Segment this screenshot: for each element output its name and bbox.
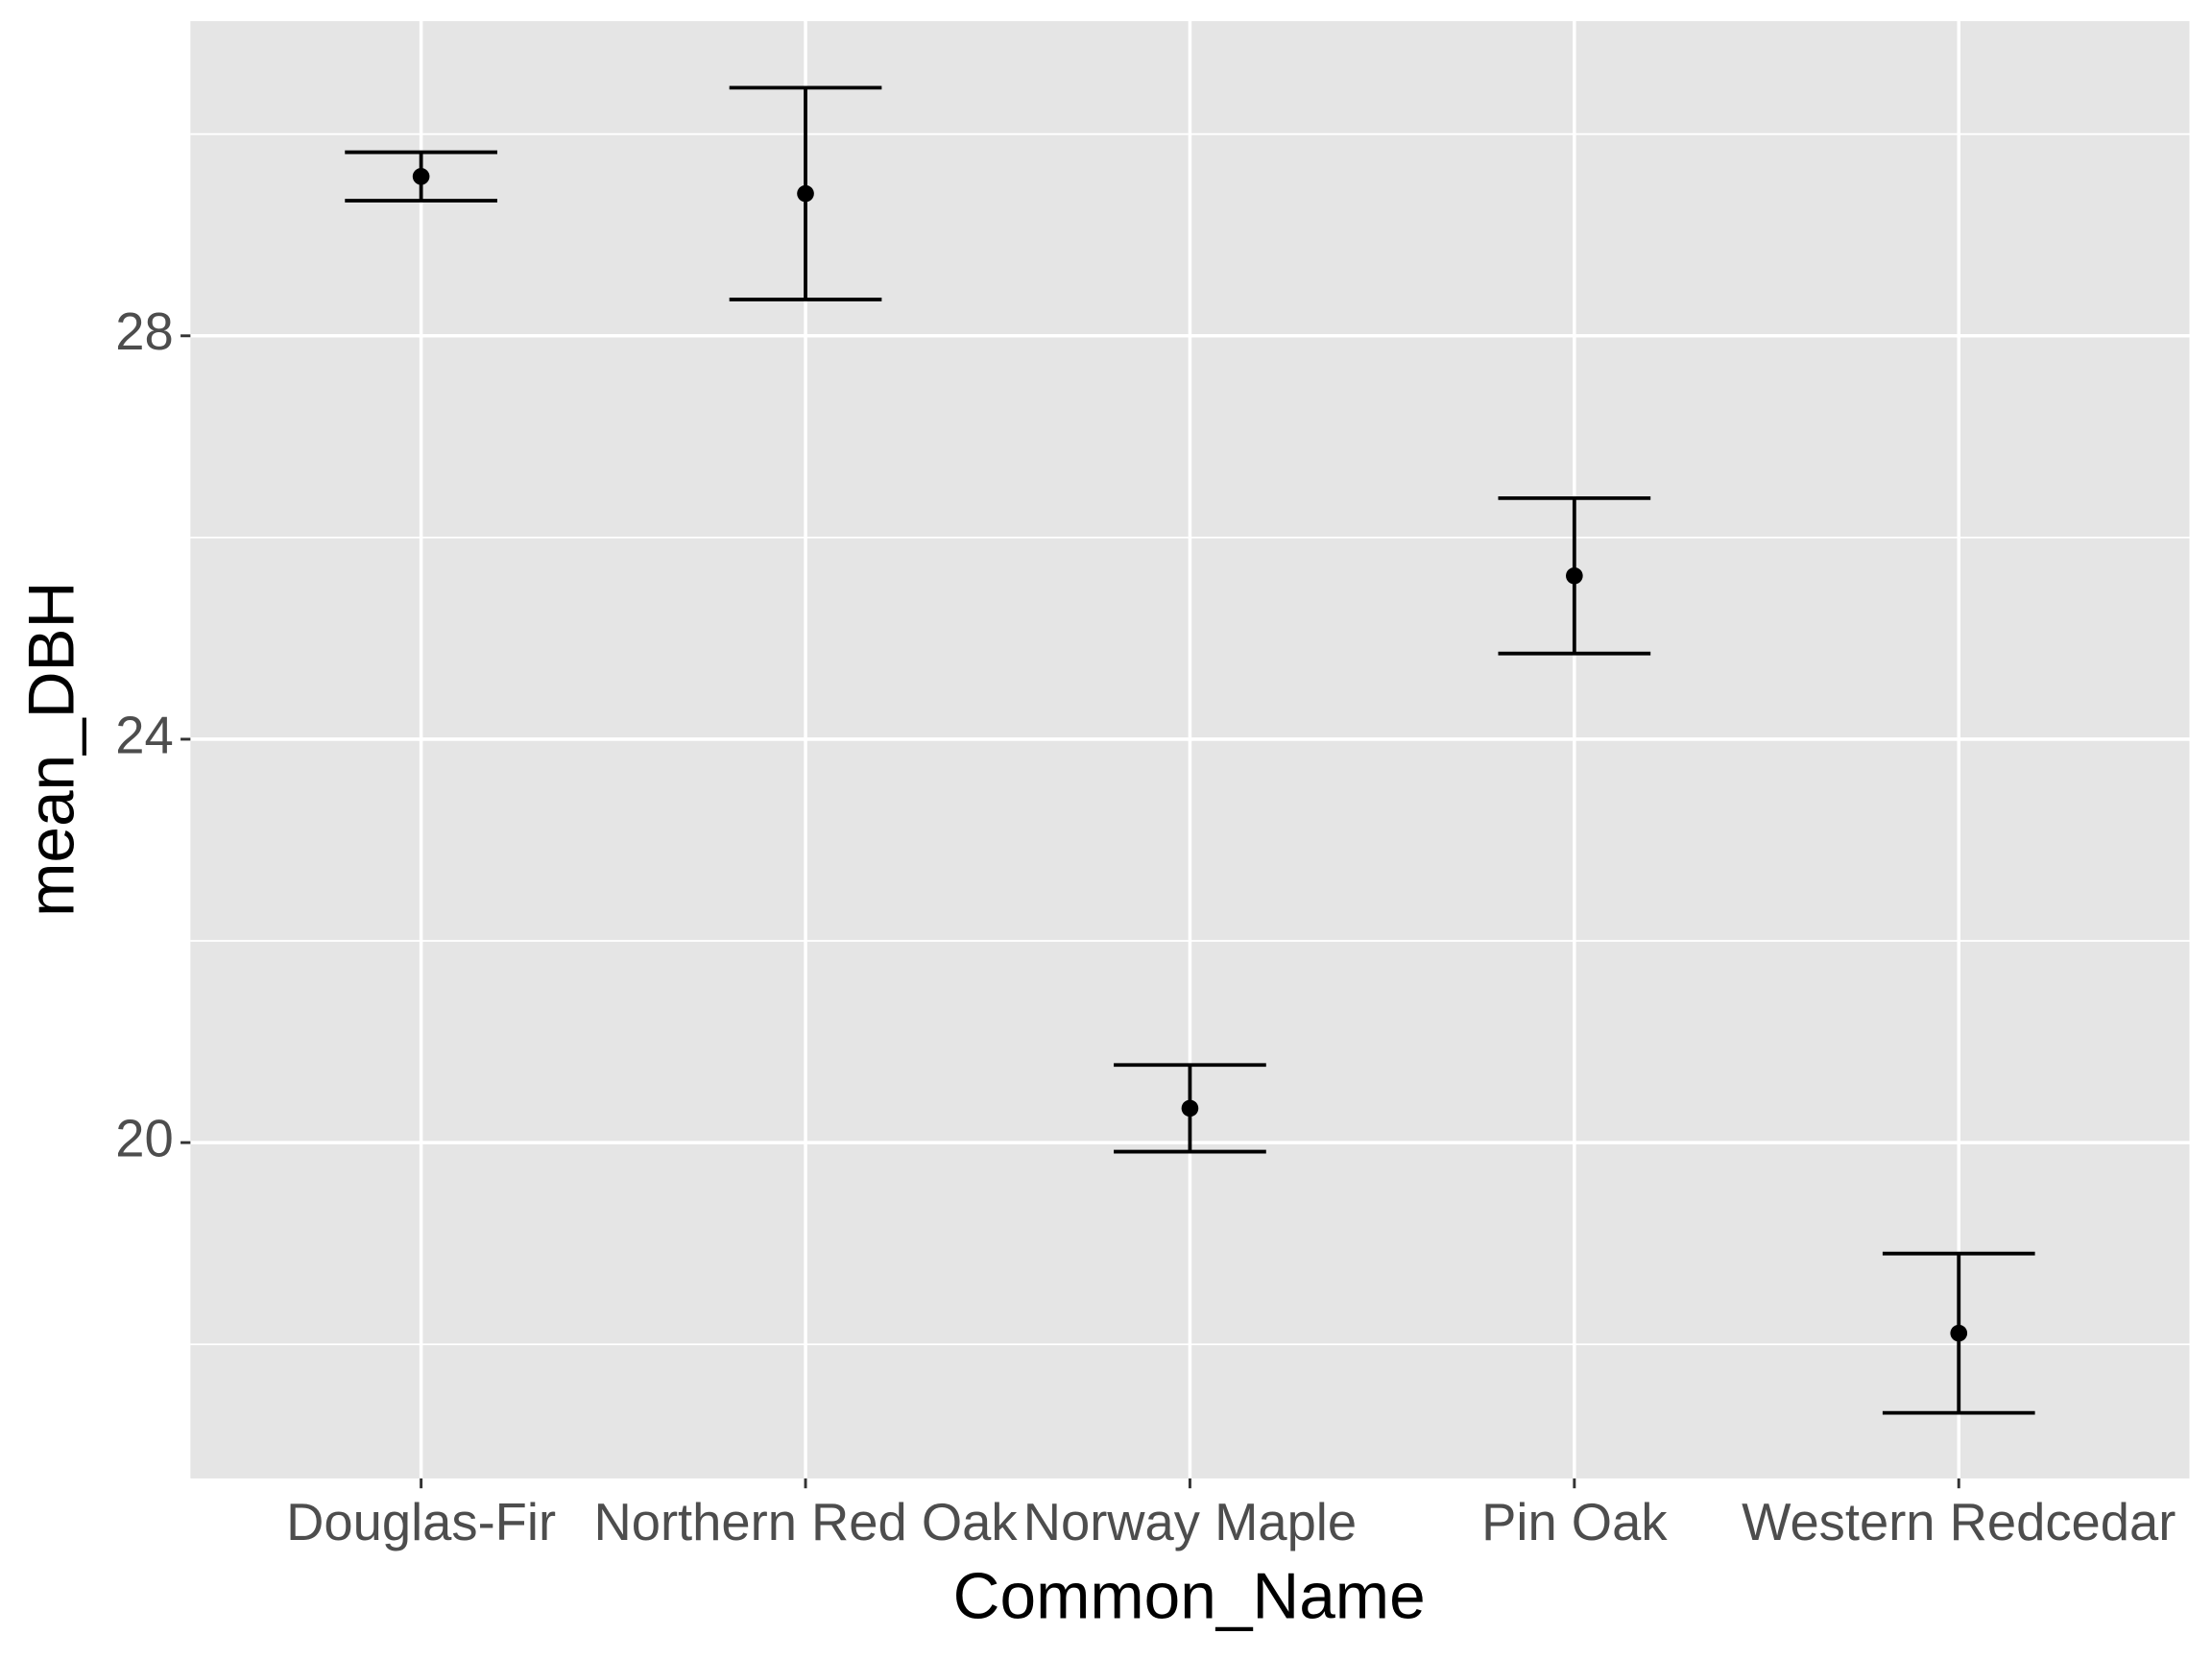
- x-tick-label: Douglas-Fir: [286, 1493, 556, 1551]
- x-tick-label: Norway Maple: [1023, 1493, 1357, 1551]
- x-axis-title: Common_Name: [953, 1561, 1426, 1633]
- point: [1950, 1324, 1968, 1342]
- y-tick-label: 28: [115, 302, 173, 361]
- y-axis-title: mean_DBH: [16, 582, 88, 917]
- point: [797, 184, 814, 203]
- y-tick-label: 24: [115, 706, 173, 764]
- x-tick-label: Northern Red Oak: [593, 1493, 1018, 1551]
- y-tick-label: 20: [115, 1109, 173, 1167]
- point: [412, 167, 430, 185]
- x-tick-label: Western Redcedar: [1742, 1493, 2176, 1551]
- x-tick-label: Pin Oak: [1481, 1493, 1668, 1551]
- point: [1181, 1099, 1199, 1118]
- point: [1566, 566, 1583, 585]
